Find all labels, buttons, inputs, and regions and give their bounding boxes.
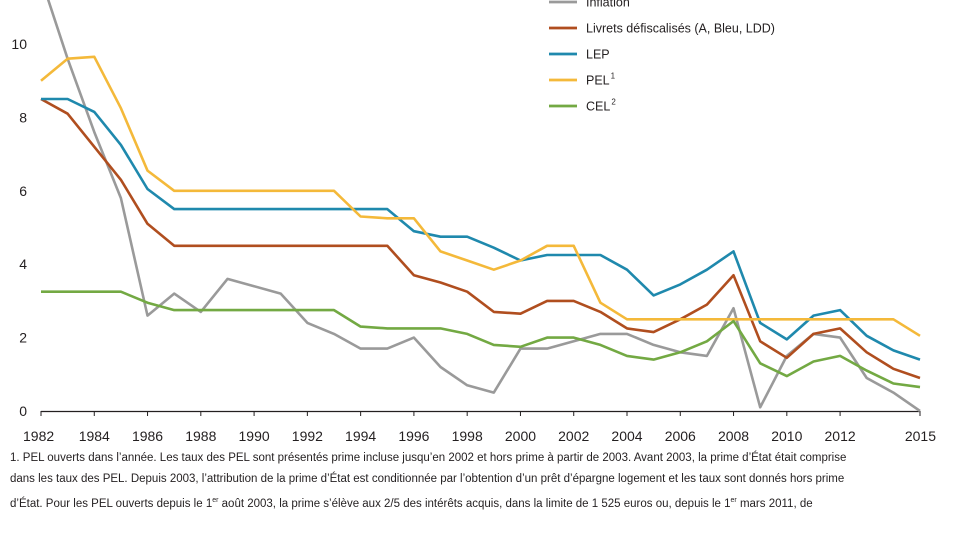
y-tick-label: 6 [19,183,27,199]
x-tick-label: 1990 [239,428,270,444]
legend-label-cel: CEL2 [586,98,616,114]
series-line-cel [41,290,921,389]
x-tick-label: 1998 [452,428,483,444]
line-chart: 0 2 4 6 8 10 1982 1984 1986 1988 1990 1992 1994 1996… [11,0,936,444]
footnote-sup-2: er [730,497,737,504]
footnote-line-3b: août 2003, la prime s’élève aux 2/5 des … [218,497,731,510]
x-tick-label: 1994 [345,428,376,444]
footnote-line-2: dans les taux des PEL. Depuis 2003, l’at… [10,473,845,485]
footnote-line-3a: d’État. Pour les PEL ouverts depuis le 1 [10,497,213,510]
y-tick-label: 2 [19,330,27,346]
series-line-livrets [40,97,921,380]
footnote-line-1: 1. PEL ouverts dans l’année. Les taux de… [10,452,847,464]
x-tick-label: 2004 [611,428,642,444]
x-tick-label: 2010 [771,428,802,444]
x-tick-label: 2015 [905,428,936,444]
y-axis-ticks: 0 2 4 6 8 10 [11,36,27,419]
x-tick-label: 1984 [79,428,110,444]
x-tick-label: 1986 [132,428,163,444]
x-tick-label: 2002 [558,428,589,444]
y-tick-label: 10 [11,36,27,52]
legend-label-lep: LEP [586,48,610,62]
footnote-sup-1: er [212,497,219,504]
legend-label-livrets: Livrets défiscalisés (A, Bleu, LDD) [586,22,775,36]
x-tick-label: 1996 [398,428,429,444]
x-tick-label: 2012 [825,428,856,444]
footnote: 1. PEL ouverts dans l’année. Les taux de… [10,448,940,515]
y-tick-label: 8 [19,109,27,125]
legend-label-pel: PEL1 [586,72,616,88]
series-line-pel [40,55,921,337]
x-tick-label: 1988 [185,428,216,444]
footnote-line-3c: mars 2011, de [736,497,813,510]
x-axis-ticks: 1982 1984 1986 1988 1990 1992 1994 1996 1998 2000… [23,411,936,444]
legend: Inflation Livrets défiscalisés (A, Bleu, … [549,0,775,114]
x-tick-label: 2008 [718,428,749,444]
footnote-line-3: d’État. Pour les PEL ouverts depuis le 1… [10,490,940,515]
series-line-lep [41,97,921,361]
y-tick-label: 0 [19,403,27,419]
legend-label-inflation: Inflation [586,0,630,10]
y-tick-label: 4 [19,256,27,272]
x-tick-label: 2000 [505,428,536,444]
series-line-inflation [46,0,921,412]
x-tick-label: 1982 [23,428,54,444]
series-lines [40,0,921,412]
x-tick-label: 1992 [292,428,323,444]
x-tick-label: 2006 [665,428,696,444]
